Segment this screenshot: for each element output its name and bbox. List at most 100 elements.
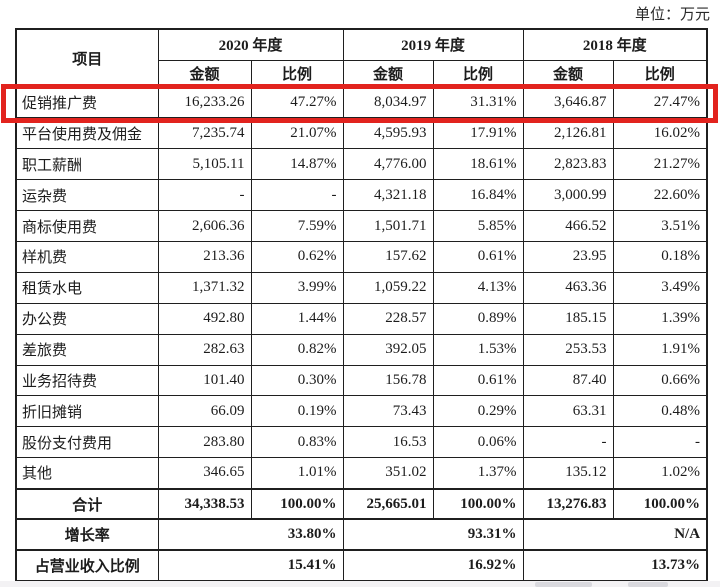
year-header-2020: 2020 年度	[157, 28, 344, 61]
revenue-ratio-row: 占营业收入比例 15.41% 16.92% 13.73%	[15, 549, 708, 582]
row-value: 228.57	[342, 302, 434, 335]
row-value: 0.61%	[432, 240, 524, 273]
row-value: 0.48%	[612, 395, 708, 428]
row-value: 4,595.93	[342, 117, 434, 150]
row-value: 5,105.11	[157, 148, 252, 181]
row-value: 0.83%	[250, 426, 344, 459]
row-value: 5.85%	[432, 210, 524, 242]
year-header-2019: 2019 年度	[342, 28, 524, 61]
row-value: 0.30%	[250, 364, 344, 397]
row-value: 157.62	[342, 240, 434, 273]
row-value: 0.62%	[250, 240, 344, 273]
row-value: 1.01%	[250, 457, 344, 490]
row-value: 3,000.99	[522, 179, 614, 212]
row-value: 21.27%	[612, 148, 708, 181]
row-value: 492.80	[157, 302, 252, 335]
bottom-artifact-1	[535, 582, 592, 587]
table-row: 办公费 492.80 1.44% 228.57 0.89% 185.15 1.39%	[15, 302, 708, 335]
total-value: 25,665.01	[342, 487, 434, 521]
revenue-ratio-value: 13.73%	[522, 549, 708, 582]
table-row: 职工薪酬 5,105.11 14.87% 4,776.00 18.61% 2,823.83…	[15, 148, 708, 181]
row-label: 其他	[15, 457, 159, 490]
row-value: -	[522, 426, 614, 459]
row-value: 0.29%	[432, 395, 524, 428]
row-value: 4,776.00	[342, 148, 434, 181]
row-label: 业务招待费	[15, 364, 159, 397]
row-value: 31.31%	[432, 86, 524, 119]
row-value: 87.40	[522, 364, 614, 397]
table-row: 平台使用费及佣金 7,235.74 21.07% 4,595.93 17.91% 2,12…	[15, 117, 708, 150]
revenue-ratio-value: 16.92%	[342, 549, 524, 582]
row-value: 18.61%	[432, 148, 524, 181]
row-value: 73.43	[342, 395, 434, 428]
unit-label: 单位：万元	[634, 7, 710, 23]
row-label: 差旅费	[15, 333, 159, 366]
ratio-header-2020: 比例	[250, 59, 344, 88]
row-label: 股份支付费用	[15, 426, 159, 459]
table-row: 折旧摊销 66.09 0.19% 73.43 0.29% 63.31 0.48%	[15, 395, 708, 428]
row-value: 1,059.22	[342, 271, 434, 304]
item-column-header: 项目	[15, 28, 159, 88]
row-value: 17.91%	[432, 117, 524, 150]
ratio-header-2019: 比例	[432, 59, 524, 88]
row-value: 213.36	[157, 240, 252, 273]
growth-value: N/A	[522, 518, 708, 552]
row-value: 3,646.87	[522, 86, 614, 119]
row-value: 0.18%	[612, 240, 708, 273]
row-value: 63.31	[522, 395, 614, 428]
expense-table: 项目 2020 年度 2019 年度 2018 年度 金额 比例 金额 比例 金…	[15, 28, 709, 583]
growth-rate-row: 增长率 33.80% 93.31% N/A	[15, 518, 708, 552]
total-value: 34,338.53	[157, 487, 252, 521]
row-label: 职工薪酬	[15, 148, 159, 181]
row-value: 7,235.74	[157, 117, 252, 150]
bottom-artifact-2	[628, 582, 668, 587]
row-value: 27.47%	[612, 86, 708, 119]
amount-header-2019: 金额	[342, 59, 434, 88]
row-label: 租赁水电	[15, 271, 159, 304]
row-value: 346.65	[157, 457, 252, 490]
row-value: 23.95	[522, 240, 614, 273]
table-row: 差旅费 282.63 0.82% 392.05 1.53% 253.53 1.91%	[15, 333, 708, 366]
total-value: 100.00%	[612, 487, 708, 521]
row-value: 4,321.18	[342, 179, 434, 212]
row-value: 0.19%	[250, 395, 344, 428]
row-value: 21.07%	[250, 117, 344, 150]
table-row: 业务招待费 101.40 0.30% 156.78 0.61% 87.40 0.66%	[15, 364, 708, 397]
growth-value: 33.80%	[157, 518, 344, 552]
row-value: 8,034.97	[342, 86, 434, 119]
row-label: 促销推广费	[15, 86, 159, 119]
row-label: 办公费	[15, 302, 159, 335]
table-row-highlighted: 促销推广费 16,233.26 47.27% 8,034.97 31.31% 3,646.…	[15, 86, 708, 119]
row-value: 156.78	[342, 364, 434, 397]
row-value: 3.49%	[612, 271, 708, 304]
revenue-ratio-value: 15.41%	[157, 549, 344, 582]
table-row: 股份支付费用 283.80 0.83% 16.53 0.06% - -	[15, 426, 708, 459]
row-value: 16.84%	[432, 179, 524, 212]
row-value: -	[612, 426, 708, 459]
row-value: 16,233.26	[157, 86, 252, 119]
row-value: 0.61%	[432, 364, 524, 397]
row-value: 282.63	[157, 333, 252, 366]
row-label: 样机费	[15, 240, 159, 273]
row-value: 16.02%	[612, 117, 708, 150]
row-value: 1.39%	[612, 302, 708, 335]
row-value: 2,823.83	[522, 148, 614, 181]
total-label: 合计	[15, 487, 159, 521]
table-row: 租赁水电 1,371.32 3.99% 1,059.22 4.13% 463.36 3.49…	[15, 271, 708, 304]
row-value: 4.13%	[432, 271, 524, 304]
table-row: 其他 346.65 1.01% 351.02 1.37% 135.12 1.02%	[15, 457, 708, 490]
revenue-ratio-label: 占营业收入比例	[15, 549, 159, 582]
row-value: 16.53	[342, 426, 434, 459]
row-value: 392.05	[342, 333, 434, 366]
row-value: 253.53	[522, 333, 614, 366]
total-value: 100.00%	[432, 487, 524, 521]
row-value: 0.82%	[250, 333, 344, 366]
growth-value: 93.31%	[342, 518, 524, 552]
row-value: 1.02%	[612, 457, 708, 490]
row-value: 66.09	[157, 395, 252, 428]
row-value: 0.66%	[612, 364, 708, 397]
ratio-header-2018: 比例	[612, 59, 708, 88]
row-value: -	[157, 179, 252, 212]
row-label: 折旧摊销	[15, 395, 159, 428]
